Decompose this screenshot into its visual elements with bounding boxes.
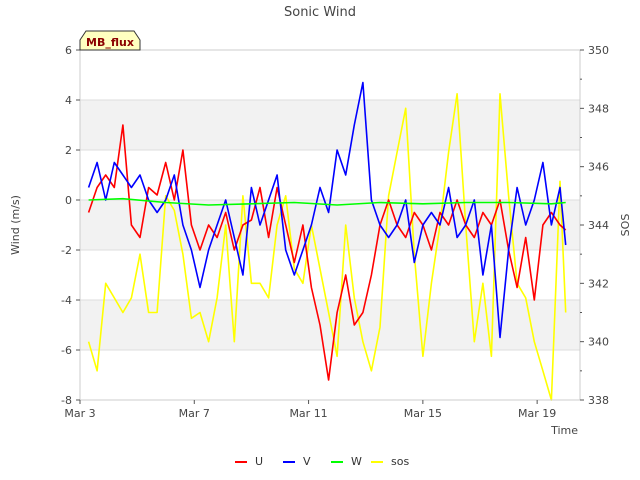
y2-tick-label: 338 xyxy=(588,394,609,407)
y2-tick-label: 342 xyxy=(588,277,609,290)
y2-tick-label: 350 xyxy=(588,44,609,57)
y-tick-label: -6 xyxy=(61,344,72,357)
y-axis-right: 338 340 342 344 346 348 350 xyxy=(580,44,609,407)
x-tick-label: Mar 11 xyxy=(289,407,327,420)
y2-tick-label: 340 xyxy=(588,336,609,349)
y2-axis-label: SOS xyxy=(619,214,632,237)
x-tick-label: Mar 19 xyxy=(518,407,556,420)
y-tick-label: -8 xyxy=(61,394,72,407)
x-tick-label: Mar 7 xyxy=(179,407,210,420)
y-tick-label: 2 xyxy=(65,144,72,157)
y-tick-label: 0 xyxy=(65,194,72,207)
y2-tick-label: 346 xyxy=(588,161,609,174)
y-axis-left: -8 -6 -4 -2 0 2 4 6 xyxy=(61,44,80,407)
plot-band xyxy=(80,300,580,350)
annotation-box xyxy=(79,30,141,51)
series-line-v xyxy=(87,81,567,339)
y-tick-label: -4 xyxy=(61,294,72,307)
x-axis: Mar 3 Mar 7 Mar 11 Mar 15 Mar 19 xyxy=(64,400,556,420)
x-tick-label: Mar 3 xyxy=(64,407,95,420)
site-annotation: MB_flux xyxy=(79,30,141,51)
plot-band xyxy=(80,100,580,150)
series-line-sos xyxy=(87,93,567,401)
legend-label-v: V xyxy=(303,455,311,468)
legend-label-sos: sos xyxy=(391,455,409,468)
plot-band xyxy=(80,50,580,100)
annotation-text: MB_flux xyxy=(86,36,134,49)
y-axis-label: Wind (m/s) xyxy=(9,195,22,255)
x-tick-label: Mar 15 xyxy=(404,407,442,420)
series-line-u xyxy=(87,124,567,381)
legend-label-u: U xyxy=(255,455,263,468)
series-layer xyxy=(87,81,567,401)
series-line-w xyxy=(88,197,566,206)
y2-tick-label: 344 xyxy=(588,219,609,232)
y2-tick-label: 348 xyxy=(588,102,609,115)
y-tick-label: 6 xyxy=(65,44,72,57)
y-tick-label: 4 xyxy=(65,94,72,107)
legend-label-w: W xyxy=(351,455,362,468)
x-axis-label: Time xyxy=(550,424,578,437)
chart-title: Sonic Wind xyxy=(284,5,356,20)
y-tick-label: -2 xyxy=(61,244,72,257)
